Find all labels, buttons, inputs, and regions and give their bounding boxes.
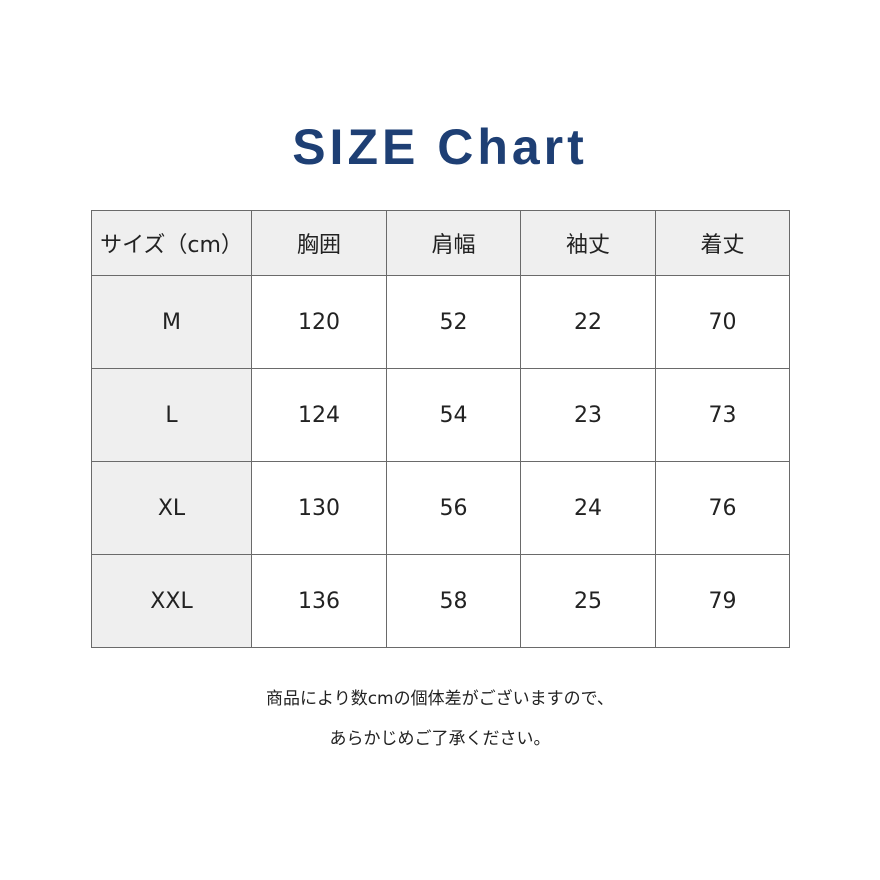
table-header-row: サイズ（cm） 胸囲 肩幅 袖丈 着丈 xyxy=(91,210,790,276)
chest-cell: 130 xyxy=(251,461,387,555)
sleeve-cell: 24 xyxy=(520,461,656,555)
size-cell: M xyxy=(91,275,252,369)
length-cell: 73 xyxy=(655,368,790,462)
header-sleeve: 袖丈 xyxy=(520,210,656,276)
note-line-1: 商品により数cmの個体差がございますので、 xyxy=(266,689,614,709)
table-row: M 120 52 22 70 xyxy=(91,275,790,369)
sleeve-cell: 23 xyxy=(520,368,656,462)
table-row: L 124 54 23 73 xyxy=(91,368,790,462)
chest-cell: 124 xyxy=(251,368,387,462)
shoulder-cell: 56 xyxy=(386,461,521,555)
table-row: XL 130 56 24 76 xyxy=(91,461,790,555)
sleeve-cell: 22 xyxy=(520,275,656,369)
header-shoulder: 肩幅 xyxy=(386,210,521,276)
length-cell: 70 xyxy=(655,275,790,369)
note-line-2: あらかじめご了承ください。 xyxy=(329,729,551,749)
length-cell: 76 xyxy=(655,461,790,555)
shoulder-cell: 52 xyxy=(386,275,521,369)
size-cell: XL xyxy=(91,461,252,555)
table-row: XXL 136 58 25 79 xyxy=(91,554,790,648)
shoulder-cell: 58 xyxy=(386,554,521,648)
size-cell: L xyxy=(91,368,252,462)
sleeve-cell: 25 xyxy=(520,554,656,648)
chest-cell: 136 xyxy=(251,554,387,648)
header-length: 着丈 xyxy=(655,210,790,276)
length-cell: 79 xyxy=(655,554,790,648)
shoulder-cell: 54 xyxy=(386,368,521,462)
size-cell: XXL xyxy=(91,554,252,648)
header-size: サイズ（cm） xyxy=(91,210,252,276)
size-table: サイズ（cm） 胸囲 肩幅 袖丈 着丈 M 120 52 22 70 L 124… xyxy=(91,210,790,648)
header-chest: 胸囲 xyxy=(251,210,387,276)
chest-cell: 120 xyxy=(251,275,387,369)
page-title: SIZE Chart xyxy=(292,119,588,175)
